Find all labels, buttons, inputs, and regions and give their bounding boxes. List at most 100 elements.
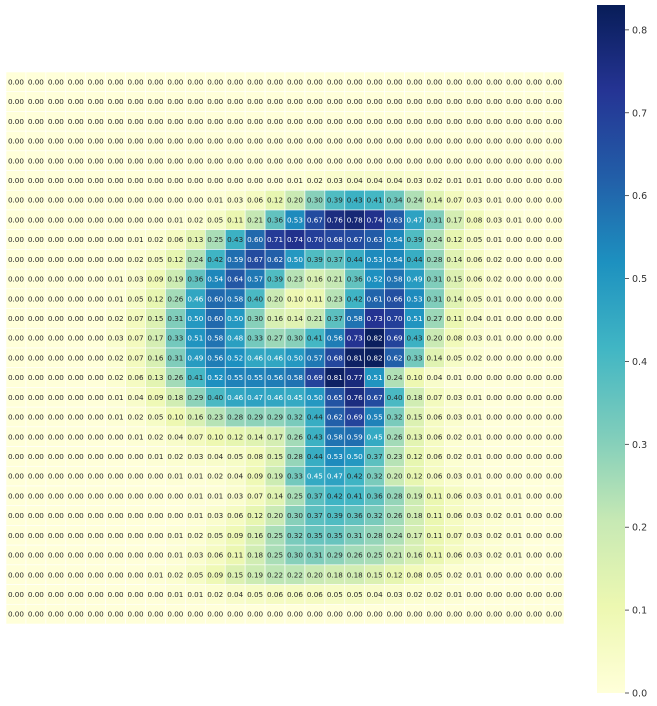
cell-value-label: 0.00	[426, 137, 442, 146]
cell-value-label: 0.00	[287, 117, 303, 126]
cell-value-label: 0.02	[426, 176, 442, 185]
cell-value-label: 0.64	[227, 275, 243, 284]
cell-value-label: 0.00	[327, 156, 343, 165]
cell-value-label: 0.02	[167, 452, 183, 461]
cell-value-label: 0.00	[506, 393, 522, 402]
cell-value-label: 0.02	[486, 275, 502, 284]
cell-value-label: 0.00	[108, 432, 124, 441]
cell-value-label: 0.01	[187, 590, 203, 599]
cell-value-label: 0.00	[28, 176, 44, 185]
cell-value-label: 0.00	[207, 137, 223, 146]
cell-value-label: 0.44	[347, 255, 363, 264]
cell-value-label: 0.00	[347, 610, 363, 619]
cell-value-label: 0.06	[446, 511, 462, 520]
cell-value-label: 0.00	[546, 353, 562, 362]
cell-value-label: 0.00	[8, 314, 24, 323]
cell-value-label: 0.05	[466, 235, 482, 244]
cell-value-label: 0.00	[88, 570, 104, 579]
cell-value-label: 0.28	[367, 531, 383, 540]
cell-value-label: 0.41	[187, 373, 203, 382]
cell-value-label: 0.00	[327, 137, 343, 146]
cell-value-label: 0.04	[387, 176, 403, 185]
cell-value-label: 0.00	[48, 610, 64, 619]
cell-value-label: 0.06	[426, 472, 442, 481]
cell-value-label: 0.01	[187, 472, 203, 481]
cell-value-label: 0.11	[426, 511, 442, 520]
cell-value-label: 0.42	[347, 472, 363, 481]
cell-value-label: 0.01	[108, 275, 124, 284]
cell-value-label: 0.12	[227, 432, 243, 441]
cell-value-label: 0.15	[227, 570, 243, 579]
cell-value-label: 0.02	[207, 590, 223, 599]
cell-value-label: 0.32	[387, 413, 403, 422]
cell-value-label: 0.11	[426, 491, 442, 500]
cell-value-label: 0.50	[287, 255, 303, 264]
cell-value-label: 0.03	[466, 531, 482, 540]
cell-value-label: 0.00	[28, 531, 44, 540]
cell-value-label: 0.00	[526, 255, 542, 264]
cell-value-label: 0.07	[128, 353, 144, 362]
cell-value-label: 0.42	[347, 294, 363, 303]
cell-value-label: 0.00	[8, 570, 24, 579]
cell-value-label: 0.66	[387, 294, 403, 303]
cell-value-label: 0.00	[187, 610, 203, 619]
cell-value-label: 0.00	[546, 137, 562, 146]
cell-value-label: 0.06	[167, 235, 183, 244]
cell-value-label: 0.00	[28, 97, 44, 106]
cell-value-label: 0.00	[526, 314, 542, 323]
cell-value-label: 0.12	[407, 472, 423, 481]
cell-value-label: 0.00	[526, 196, 542, 205]
cell-value-label: 0.05	[446, 353, 462, 362]
cell-value-label: 0.06	[207, 551, 223, 560]
cell-value-label: 0.15	[367, 570, 383, 579]
cell-value-label: 0.00	[526, 294, 542, 303]
cell-value-label: 0.00	[407, 610, 423, 619]
cell-value-label: 0.49	[407, 275, 423, 284]
cell-value-label: 0.25	[207, 235, 223, 244]
cell-value-label: 0.00	[28, 294, 44, 303]
cell-value-label: 0.00	[247, 176, 263, 185]
cell-value-label: 0.00	[367, 610, 383, 619]
cell-value-label: 0.00	[247, 77, 263, 86]
cell-value-label: 0.30	[247, 314, 263, 323]
cell-value-label: 0.39	[267, 275, 283, 284]
cell-value-label: 0.00	[546, 551, 562, 560]
cell-value-label: 0.29	[247, 413, 263, 422]
cell-value-label: 0.06	[426, 432, 442, 441]
cell-value-label: 0.15	[267, 452, 283, 461]
cell-value-label: 0.02	[307, 176, 323, 185]
cell-value-label: 0.00	[526, 275, 542, 284]
cell-value-label: 0.00	[367, 77, 383, 86]
cell-value-label: 0.00	[486, 176, 502, 185]
cell-value-label: 0.00	[68, 413, 84, 422]
cell-value-label: 0.02	[486, 255, 502, 264]
cell-value-label: 0.00	[8, 393, 24, 402]
cell-value-label: 0.00	[267, 117, 283, 126]
cell-value-label: 0.00	[8, 491, 24, 500]
cell-value-label: 0.13	[187, 235, 203, 244]
cell-value-label: 0.00	[486, 156, 502, 165]
cell-value-label: 0.13	[407, 432, 423, 441]
cell-value-label: 0.01	[167, 472, 183, 481]
cell-value-label: 0.55	[367, 413, 383, 422]
cell-value-label: 0.00	[28, 334, 44, 343]
cell-value-label: 0.39	[307, 255, 323, 264]
cell-value-label: 0.00	[426, 156, 442, 165]
cell-value-label: 0.00	[546, 452, 562, 461]
cell-value-label: 0.02	[446, 432, 462, 441]
cell-value-label: 0.00	[108, 137, 124, 146]
cell-value-label: 0.12	[247, 511, 263, 520]
cell-value-label: 0.00	[48, 452, 64, 461]
cell-value-label: 0.19	[247, 570, 263, 579]
cell-value-label: 0.01	[466, 432, 482, 441]
cell-value-label: 0.02	[187, 531, 203, 540]
cell-value-label: 0.00	[28, 373, 44, 382]
cell-value-label: 0.00	[207, 610, 223, 619]
cell-value-label: 0.34	[387, 196, 403, 205]
cell-value-label: 0.00	[506, 334, 522, 343]
colorbar-tick-label: 0.6	[632, 191, 647, 202]
cell-value-label: 0.76	[327, 215, 343, 224]
cell-value-label: 0.00	[108, 610, 124, 619]
cell-value-label: 0.00	[506, 176, 522, 185]
